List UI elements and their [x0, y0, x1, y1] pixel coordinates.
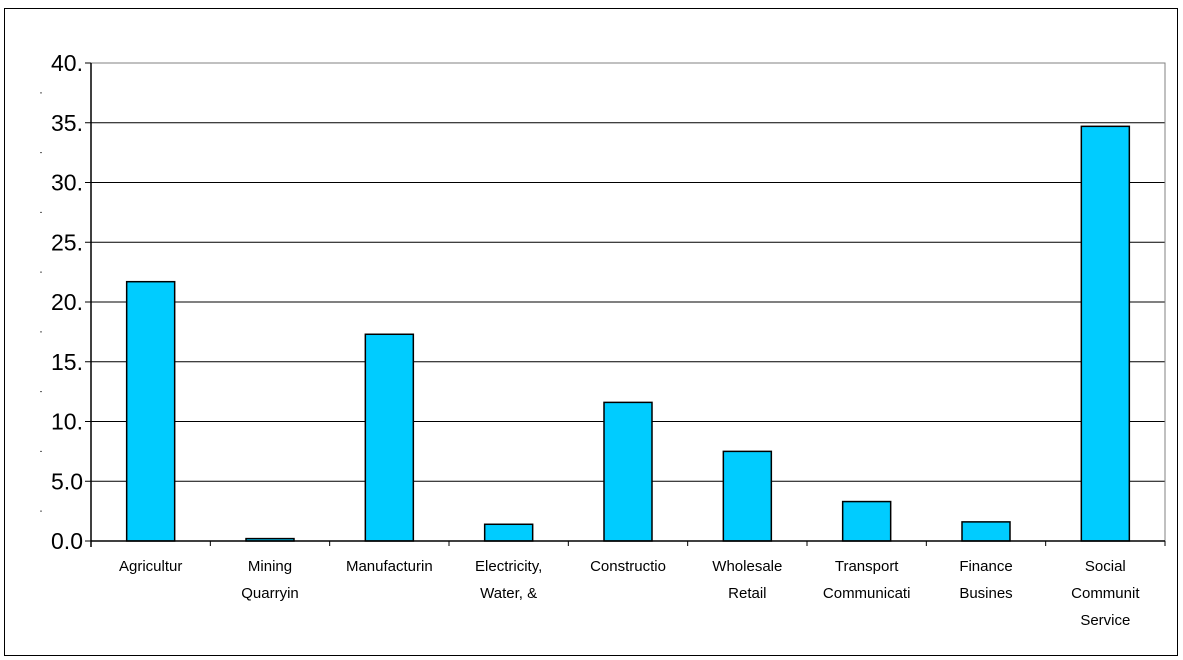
y-tick-label-4: 20.: [51, 289, 83, 315]
x-tick-label-1-line-1: Quarryin: [241, 585, 299, 602]
x-tick-label-6: Transport Communicati: [823, 558, 911, 602]
y-tick-label-3: 15.: [51, 349, 83, 375]
bar-6: [841, 500, 892, 542]
y-tick-label-2: 10.: [51, 409, 83, 435]
x-tick-label-7-line-1: Busines: [959, 585, 1012, 602]
y-tick-labels: 0.0 5.0 10. 15. 20. 25. 30. 35. 40.: [40, 50, 83, 554]
y-tick-label-1: 5.0: [51, 468, 83, 494]
x-tick-label-8-line-0: Social: [1085, 558, 1126, 575]
bar-7: [961, 521, 1011, 542]
bar-chart: 0.0 5.0 10. 15. 20. 25. 30. 35. 40. Agricultur Mi…: [40, 50, 1166, 629]
x-tick-label-1-line-0: Mining: [248, 558, 292, 575]
chart-frame: 0.0 5.0 10. 15. 20. 25. 30. 35. 40. Agricultur Mi…: [4, 8, 1178, 656]
bars: [125, 125, 1131, 542]
y-tick-label-6: 30.: [51, 170, 83, 196]
x-tick-label-2: Manufacturin: [346, 558, 433, 575]
x-tick-label-6-line-0: Transport: [835, 558, 899, 575]
x-tick-label-8-line-1: Communit: [1071, 585, 1140, 602]
bar-8: [1080, 125, 1131, 542]
x-tick-label-3-line-0: Electricity,: [475, 558, 542, 575]
x-tick-label-4: Constructio: [590, 558, 666, 575]
x-tick-label-5-line-1: Retail: [728, 585, 766, 602]
bar-2: [364, 333, 415, 542]
x-tick-label-7: Finance Busines: [959, 558, 1012, 602]
y-tick-label-5: 25.: [51, 229, 83, 255]
x-tick-label-3: Electricity, Water, &: [475, 558, 542, 602]
axes: [85, 62, 1166, 547]
x-tick-label-0-line-0: Agricultur: [119, 558, 182, 575]
x-tick-label-5-line-0: Wholesale: [712, 558, 782, 575]
x-tick-label-1: Mining Quarryin: [241, 558, 299, 602]
x-tick-label-6-line-1: Communicati: [823, 585, 911, 602]
bar-5: [722, 450, 773, 542]
bar-4: [603, 401, 653, 542]
x-tick-label-2-line-0: Manufacturin: [346, 558, 433, 575]
y-tick-label-8: 40.: [51, 50, 83, 76]
bar-0: [125, 280, 176, 542]
x-tick-label-4-line-0: Constructio: [590, 558, 666, 575]
gridlines: [91, 62, 1165, 482]
y-tick-label-0: 0.0: [51, 528, 83, 554]
bar-3: [483, 523, 534, 542]
x-tick-label-5: Wholesale Retail: [712, 558, 782, 602]
x-tick-label-7-line-0: Finance: [959, 558, 1012, 575]
y-tick-label-7: 35.: [51, 110, 83, 136]
x-tick-label-8: Social Communit Service: [1071, 558, 1140, 629]
x-tick-label-0: Agricultur: [119, 558, 182, 575]
x-tick-labels: Agricultur Mining Quarryin Manufacturin Elec…: [119, 558, 1140, 629]
x-tick-label-3-line-1: Water, &: [480, 585, 537, 602]
x-tick-label-8-line-2: Service: [1080, 612, 1130, 629]
